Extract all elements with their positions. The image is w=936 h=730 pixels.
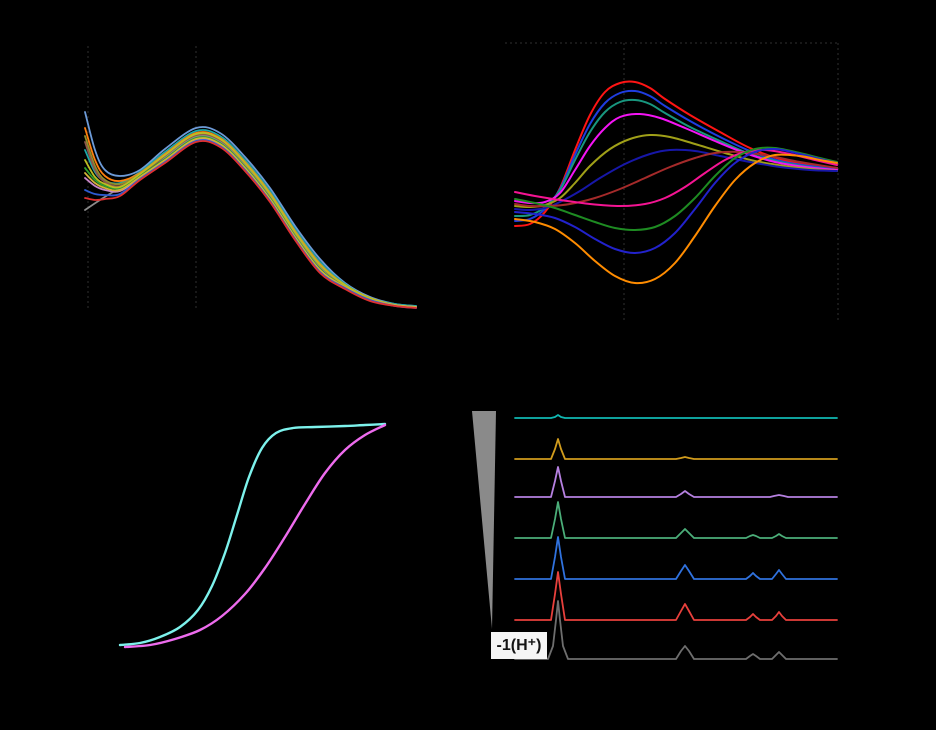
series-d-trace-red [514, 571, 838, 621]
series-b-trace-olive [514, 133, 838, 209]
series-d-trace-gray [514, 600, 838, 660]
series-a-trace-olive [84, 133, 417, 308]
series-b-trace-blue2 [514, 147, 838, 255]
peak-assignment-label: -1(H⁺) [491, 632, 547, 659]
panel-d-stacked-spectra [472, 411, 838, 660]
series-a-trace-lightblue [84, 111, 417, 307]
series-d-trace-green [514, 501, 838, 539]
series-c-curve-magenta [123, 423, 387, 649]
series-c-curve-cyan [118, 422, 387, 647]
series-b-trace-teal [514, 98, 838, 217]
panel-a-absorption-spectra [84, 46, 417, 310]
series-b-trace-orange [514, 153, 838, 285]
series-a-trace-yellowgreen [84, 132, 417, 308]
series-b-trace-magenta [514, 112, 838, 205]
series-b-trace-darkred [514, 150, 838, 208]
series-d-trace-cyan [514, 414, 838, 419]
series-d-trace-gold [514, 438, 838, 460]
series-b-trace-deeppink [514, 148, 838, 207]
panel-c-titration-curves [118, 422, 387, 649]
series-a-trace-gray [84, 135, 417, 308]
series-a-trace-brown [84, 134, 417, 308]
series-d-trace-purple [514, 466, 838, 498]
series-a-trace-teal [84, 129, 417, 307]
panel-b-cd-spectra [505, 42, 839, 322]
gradient-wedge [472, 411, 496, 629]
series-a-trace-red [84, 140, 417, 309]
series-d-trace-blue [514, 536, 838, 580]
series-a-trace-orange [84, 127, 417, 308]
